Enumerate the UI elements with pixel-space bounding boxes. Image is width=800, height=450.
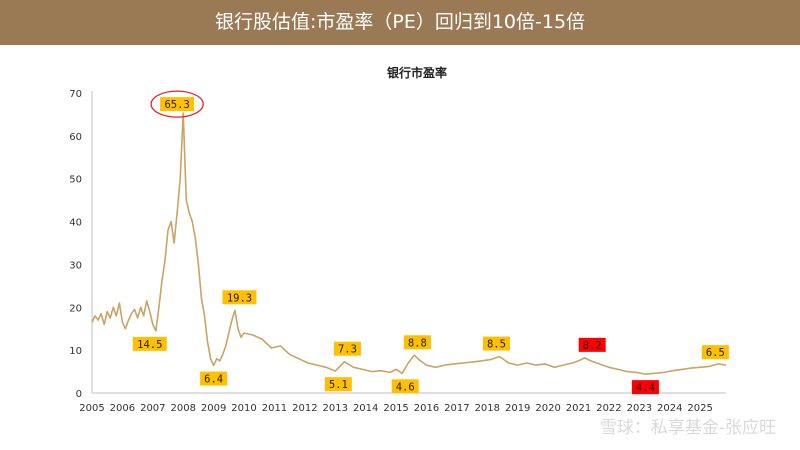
data-label: 4.6 [396,381,415,393]
x-tick-label: 2014 [353,403,378,414]
data-label-box [200,371,228,386]
data-label-box [160,97,195,112]
data-label: 7.3 [338,344,357,356]
data-label: 19.3 [227,292,252,304]
data-label: 5.1 [329,379,348,391]
y-tick-label: 20 [69,303,82,314]
data-label-box [482,336,510,351]
y-tick-label: 30 [69,260,82,271]
data-label: 14.5 [137,339,162,351]
peak-highlight-circle [150,90,204,118]
data-label: 6.4 [204,374,223,386]
x-tick-label: 2016 [414,403,439,414]
data-label-box [324,377,352,392]
y-tick-label: 0 [76,389,82,400]
x-tick-label: 2012 [292,403,317,414]
y-tick-label: 40 [69,218,82,229]
data-label: 4.4 [636,382,655,394]
data-label-box [403,335,431,350]
data-label: 65.3 [164,99,189,111]
data-label-box [132,336,167,351]
y-tick-label: 50 [69,175,82,186]
watermark: 雪球：私享基金-张应旺 [599,418,776,438]
y-tick-label: 70 [69,89,82,100]
header-bar: 银行股估值:市盈率（PE）回归到10倍-15倍 [0,0,800,45]
x-tick-label: 2019 [505,403,530,414]
data-label-box [631,380,659,395]
x-tick-label: 2022 [596,403,621,414]
data-label-box [578,337,606,352]
x-tick-label: 2009 [201,403,226,414]
x-tick-label: 2023 [627,403,652,414]
x-tick-label: 2018 [475,403,500,414]
x-tick-label: 2008 [170,403,195,414]
data-label-box [391,379,419,394]
x-tick-label: 2007 [140,403,165,414]
x-tick-label: 2011 [262,403,287,414]
x-tick-label: 2021 [566,403,591,414]
data-label: 6.5 [706,347,725,359]
data-label-box [333,341,361,356]
x-tick-label: 2020 [535,403,560,414]
data-label: 8.8 [408,337,427,349]
data-label-box [701,345,729,360]
x-tick-label: 2013 [323,403,348,414]
data-label: 8.5 [487,339,506,351]
x-tick-label: 2006 [110,403,135,414]
x-tick-label: 2025 [687,403,712,414]
pe-line-chart: 银行市盈率 0 10 20 30 40 50 60 70 2005 2006 2007 2008 2009… [69,65,729,414]
x-tick-label: 2010 [231,403,256,414]
x-tick-label: 2015 [383,403,408,414]
x-tick-label: 2005 [79,403,104,414]
x-tick-label: 2024 [657,403,682,414]
series-line [91,112,727,375]
y-tick-label: 10 [69,346,82,357]
x-tick-label: 2017 [444,403,469,414]
page-title: 银行股估值:市盈率（PE）回归到10倍-15倍 [214,11,586,33]
data-label: 8.2 [583,340,602,352]
data-label-box [222,290,257,305]
y-tick-label: 60 [69,132,82,143]
chart-title: 银行市盈率 [387,65,447,80]
